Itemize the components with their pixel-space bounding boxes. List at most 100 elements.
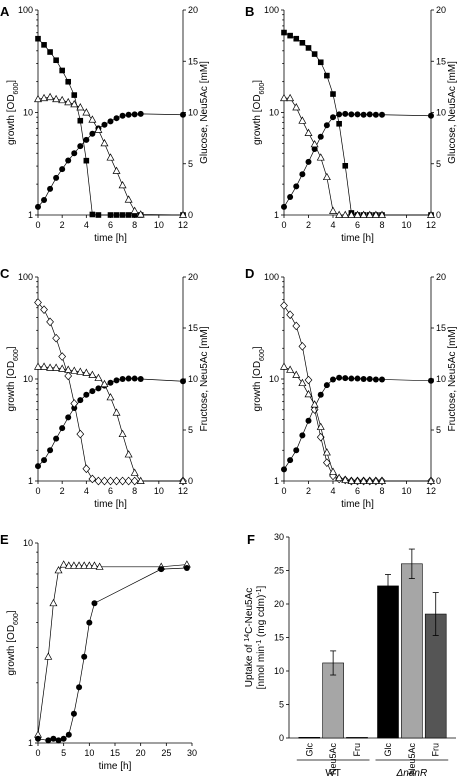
data-point — [298, 378, 307, 387]
data-point — [65, 731, 72, 738]
x-tick-label: 12 — [178, 220, 188, 230]
y-tick-label: 20 — [274, 599, 284, 609]
series-line — [37, 38, 183, 216]
group-label: ΔnanR — [396, 768, 428, 779]
y-tick-label: 10 — [269, 108, 279, 118]
data-point — [53, 174, 60, 181]
data-point — [329, 467, 337, 475]
x-tick-label: 30 — [187, 748, 197, 758]
data-point — [287, 32, 293, 39]
panel-e: E 0 5 10 15 20 25 30 1 10 time [h] growth [OD600] — [0, 532, 197, 772]
data-point — [100, 476, 109, 486]
y-tick-label: 0 — [279, 733, 284, 743]
data-point — [88, 370, 97, 378]
data-point — [379, 111, 385, 118]
series-line — [37, 564, 187, 735]
data-point — [336, 374, 343, 381]
data-point — [371, 210, 380, 218]
y2-tick-label: 5 — [188, 425, 193, 435]
data-point — [89, 130, 96, 137]
data-point — [113, 377, 120, 384]
group-label: WT — [325, 768, 341, 779]
x-axis-label: time [h] — [341, 233, 374, 244]
data-point — [131, 111, 138, 118]
data-point — [59, 166, 66, 173]
data-point — [179, 210, 187, 218]
y-tick-label: 100 — [18, 5, 33, 15]
data-point — [130, 468, 139, 476]
y-tick-label: 15 — [274, 633, 284, 643]
data-point — [372, 111, 379, 118]
data-point — [64, 365, 73, 373]
data-point — [88, 115, 97, 123]
panel-letter: A — [0, 4, 10, 19]
data-point — [371, 476, 380, 484]
data-point — [71, 150, 78, 157]
data-point — [180, 378, 186, 385]
data-point — [34, 362, 42, 370]
data-point — [88, 474, 97, 484]
data-point — [58, 352, 67, 361]
y-axis-label-units: [nmol min-1 (mg cdm)-1] — [256, 585, 268, 689]
series-line — [283, 305, 431, 482]
y2-axis-label: Fructose, Neu5Ac [mM] — [447, 326, 458, 431]
data-point — [293, 447, 300, 454]
data-point — [75, 561, 84, 569]
y2-tick-label: 0 — [436, 476, 441, 486]
data-point — [46, 363, 55, 371]
bar — [377, 585, 399, 739]
data-point — [130, 206, 139, 214]
y-tick-label: 5 — [279, 700, 284, 710]
panel-letter: F — [247, 532, 255, 547]
data-point — [89, 211, 96, 218]
y2-tick-label: 0 — [188, 476, 193, 486]
data-point — [59, 425, 66, 432]
data-point — [112, 166, 121, 174]
data-point — [336, 120, 342, 127]
data-point — [324, 72, 330, 79]
data-point — [125, 111, 132, 118]
y-tick-label: 1 — [274, 210, 279, 220]
data-point — [89, 388, 96, 395]
data-point — [378, 476, 386, 484]
x-tick-label: 5 — [61, 748, 66, 758]
data-point — [341, 475, 350, 483]
data-point — [316, 422, 325, 430]
data-point — [323, 122, 330, 129]
y2-tick-label: 5 — [436, 159, 441, 169]
data-point — [100, 379, 109, 388]
data-point — [52, 363, 61, 371]
data-point — [64, 97, 73, 106]
data-point — [100, 138, 109, 147]
data-point — [80, 561, 89, 569]
data-point — [366, 376, 373, 382]
x-tick-label: 12 — [178, 486, 188, 496]
data-point — [293, 183, 300, 190]
data-point — [286, 365, 295, 373]
data-point — [47, 49, 53, 55]
data-point — [342, 163, 349, 169]
x-tick-label: 8 — [132, 486, 137, 496]
y-axis-label: growth [OD600] — [252, 80, 266, 145]
category-label: Glc — [383, 743, 393, 757]
series-line — [283, 366, 431, 482]
y-tick-label: 1 — [274, 476, 279, 486]
y2-tick-label: 20 — [436, 272, 446, 282]
x-tick-label: 25 — [161, 748, 171, 758]
y-tick-label: 25 — [274, 566, 284, 576]
data-point — [179, 476, 187, 484]
y-tick-label: 1 — [28, 210, 33, 220]
data-point — [106, 393, 115, 401]
data-point — [45, 737, 52, 744]
x-tick-label: 0 — [35, 486, 40, 496]
data-point — [34, 298, 42, 307]
data-point — [379, 376, 385, 383]
data-point — [280, 362, 288, 370]
data-point — [183, 564, 190, 571]
y2-tick-label: 20 — [188, 272, 198, 282]
data-point — [124, 195, 133, 203]
data-point — [65, 157, 72, 164]
data-point — [95, 212, 102, 218]
x-tick-label: 4 — [330, 486, 335, 496]
data-point — [299, 432, 306, 439]
